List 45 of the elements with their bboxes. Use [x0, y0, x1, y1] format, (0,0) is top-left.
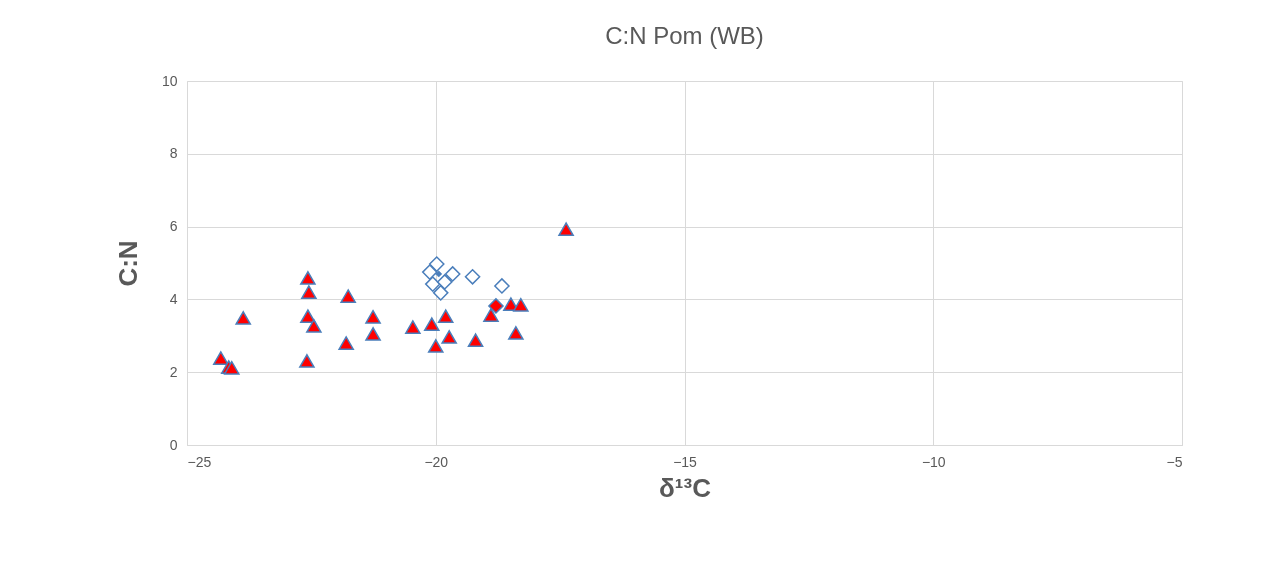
point: [299, 354, 315, 368]
point: [424, 276, 441, 292]
point: [494, 278, 510, 294]
point: [483, 308, 499, 322]
point: [488, 298, 504, 314]
point: [508, 326, 524, 340]
point: [421, 264, 438, 280]
point: [340, 289, 357, 303]
point: [301, 285, 317, 299]
point: [300, 271, 316, 285]
x-tick-label: −5: [1166, 453, 1183, 470]
x-tick-label: −20: [424, 453, 449, 470]
point: [213, 351, 229, 365]
point: [427, 339, 444, 353]
point: [338, 336, 355, 350]
point: [441, 330, 457, 344]
point: [365, 327, 381, 341]
x-axis-title: δ¹³C: [659, 472, 712, 503]
x-tick-label: −10: [921, 453, 946, 470]
y-tick-label: 10: [161, 72, 178, 89]
point: [423, 317, 440, 332]
point: [464, 269, 481, 285]
point: [306, 319, 322, 333]
point: [437, 309, 454, 324]
chart-title: C:N Pom (WB): [605, 22, 764, 49]
y-tick-label: 2: [169, 363, 178, 380]
y-tick-label: 0: [169, 436, 178, 453]
point: [558, 222, 574, 237]
point: [444, 266, 461, 282]
x-tick-label: −25: [187, 453, 212, 470]
point: [235, 311, 252, 325]
point: [435, 270, 443, 278]
y-tick-label: 8: [169, 145, 178, 162]
point: [300, 309, 316, 324]
point: [405, 320, 421, 334]
x-tick-label: −15: [673, 453, 698, 470]
point: [428, 256, 445, 272]
y-tick-label: 6: [169, 218, 178, 235]
point: [436, 274, 453, 290]
point: [467, 333, 484, 348]
y-tick-label: 4: [169, 290, 178, 307]
y-axis-title: C:N: [112, 240, 143, 287]
point: [513, 297, 529, 312]
point: [365, 310, 381, 324]
point: [432, 285, 449, 301]
